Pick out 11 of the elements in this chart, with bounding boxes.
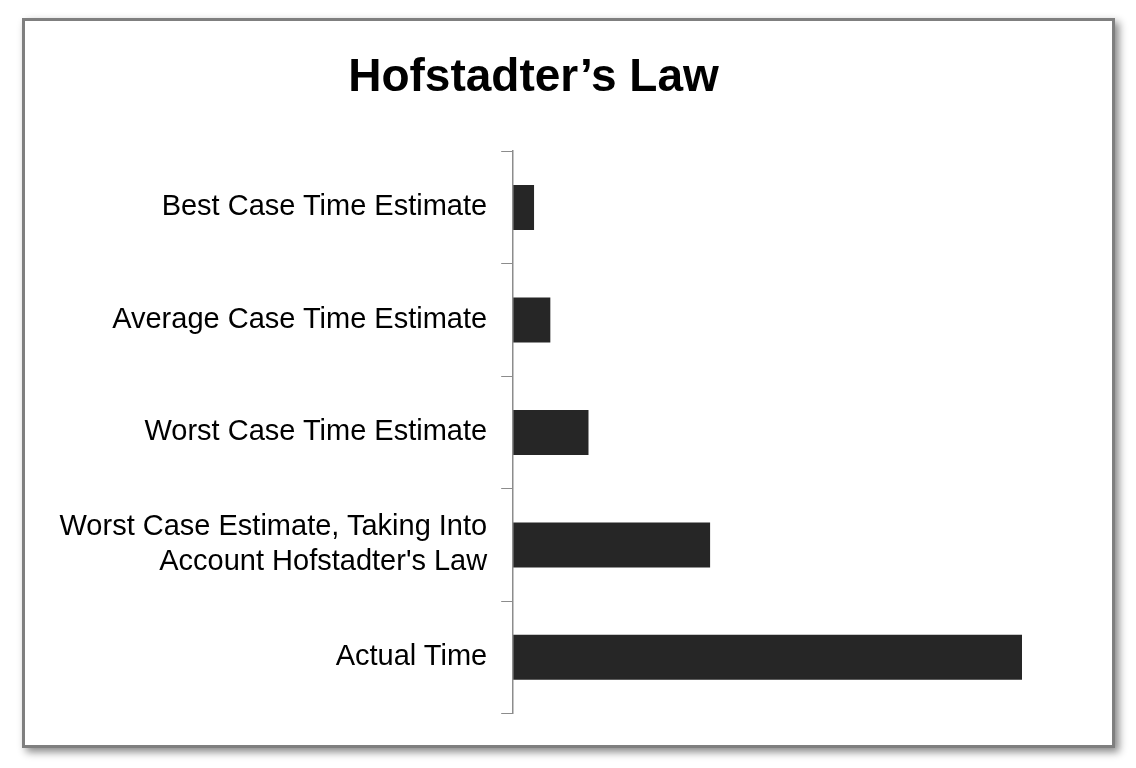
y-tick-label: Average Case Time Estimate (112, 301, 488, 334)
bar (513, 184, 535, 230)
y-tick-label: Best Case Time Estimate (161, 189, 488, 222)
y-tick-label: Worst Case Time Estimate (144, 414, 488, 447)
chart-title: Hofstadter’s Law (348, 49, 720, 102)
y-tick-label: Worst Case Estimate, Taking Into Account Hofstadter's Law (59, 509, 489, 577)
bar (513, 522, 711, 568)
bar (513, 297, 551, 343)
bar (513, 409, 589, 455)
y-tick-label: Actual Time (335, 639, 488, 672)
bar (513, 634, 1022, 680)
